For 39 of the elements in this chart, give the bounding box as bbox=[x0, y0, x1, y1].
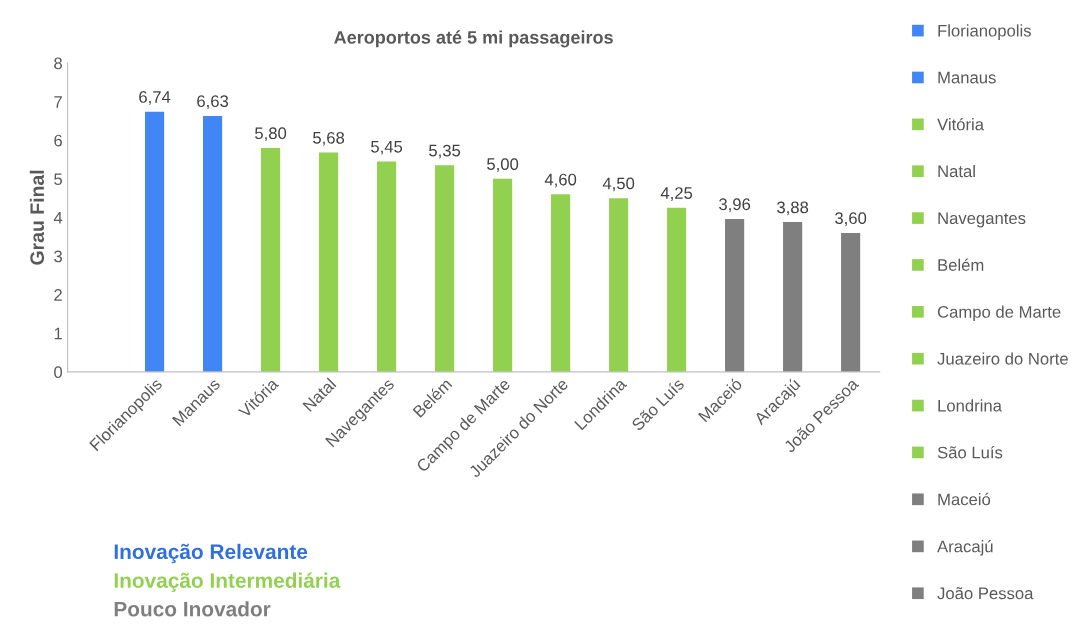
data-label: 4,60 bbox=[544, 173, 577, 188]
y-tick-label: 6 bbox=[54, 134, 62, 147]
y-tick-label: 2 bbox=[54, 289, 62, 301]
text: Pouco Inovador bbox=[114, 601, 271, 617]
x-tick-label: São Luís bbox=[630, 377, 685, 432]
data-label: 5,45 bbox=[371, 141, 403, 155]
legend-label: Vitória bbox=[937, 117, 985, 131]
legend-label: Maceió bbox=[938, 492, 991, 506]
legend-label: Campo de Marte bbox=[937, 305, 1061, 322]
legend-label: Juazeiro do Norte bbox=[937, 352, 1068, 365]
y-tick-label: 8 bbox=[54, 57, 62, 70]
data-label: 6,63 bbox=[197, 95, 229, 110]
y-tick-label: 1 bbox=[54, 327, 62, 340]
legend-label: Florianopolis bbox=[938, 24, 1031, 40]
y-tick-label: 5 bbox=[54, 173, 63, 186]
data-label: 5,80 bbox=[255, 127, 287, 142]
data-label: 5,35 bbox=[429, 144, 461, 159]
data-label: 4,25 bbox=[660, 187, 693, 201]
legend-label: Aracajú bbox=[937, 539, 993, 556]
text: Inovação Relevante bbox=[114, 543, 308, 564]
y-axis-title: Grau Final bbox=[29, 170, 45, 265]
data-label: 3,88 bbox=[777, 201, 809, 216]
data-label: 3,96 bbox=[719, 198, 751, 213]
legend-label: Navegantes bbox=[938, 212, 1026, 228]
data-label: 3,60 bbox=[835, 212, 867, 227]
data-label: 6,74 bbox=[139, 91, 171, 105]
legend-label: Manaus bbox=[938, 71, 996, 84]
y-tick-label: 3 bbox=[54, 250, 62, 263]
y-tick-label: 7 bbox=[54, 96, 62, 108]
data-label: 5,68 bbox=[313, 131, 345, 146]
text: Inovação Intermediária bbox=[114, 572, 341, 592]
y-tick-label: 4 bbox=[53, 212, 63, 224]
legend-label: Natal bbox=[938, 164, 975, 178]
y-tick-label: 0 bbox=[54, 366, 63, 379]
data-label: 4,50 bbox=[602, 177, 635, 192]
legend-label: Belém bbox=[938, 258, 984, 271]
data-label: 5,00 bbox=[487, 158, 519, 172]
legend-label: João Pessoa bbox=[937, 587, 1034, 600]
chart-title: Aeroportos até 5 mi passageiros bbox=[334, 30, 613, 48]
